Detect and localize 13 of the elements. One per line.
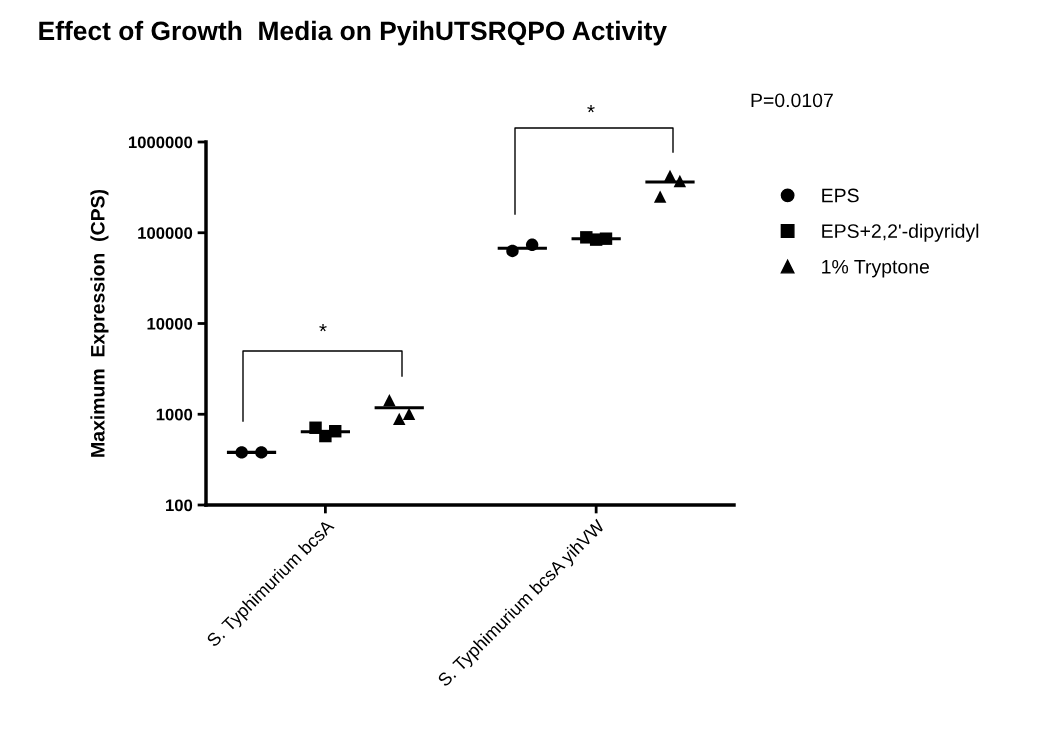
y-tick-label: 10000 [147, 317, 193, 330]
y-tick-label: 1000000 [128, 136, 193, 149]
y-tick-label: 100000 [138, 227, 193, 239]
legend-label: 1% Tryptone [822, 259, 929, 278]
chart-title: Effect of Growth Media on PyihUTSRQPO Activity [39, 20, 667, 46]
annotation: * [319, 324, 327, 332]
y-tick-label: 100 [166, 499, 193, 512]
text: P=0.0107 [751, 93, 833, 108]
y-tick-label: 1000 [156, 408, 193, 421]
legend-label: EPS [822, 188, 859, 203]
y-axis-title: Maximum Expression (CPS) [90, 189, 109, 457]
text: * [587, 105, 595, 113]
legend-label: EPS+2,2'-dipyridyl [822, 223, 979, 242]
